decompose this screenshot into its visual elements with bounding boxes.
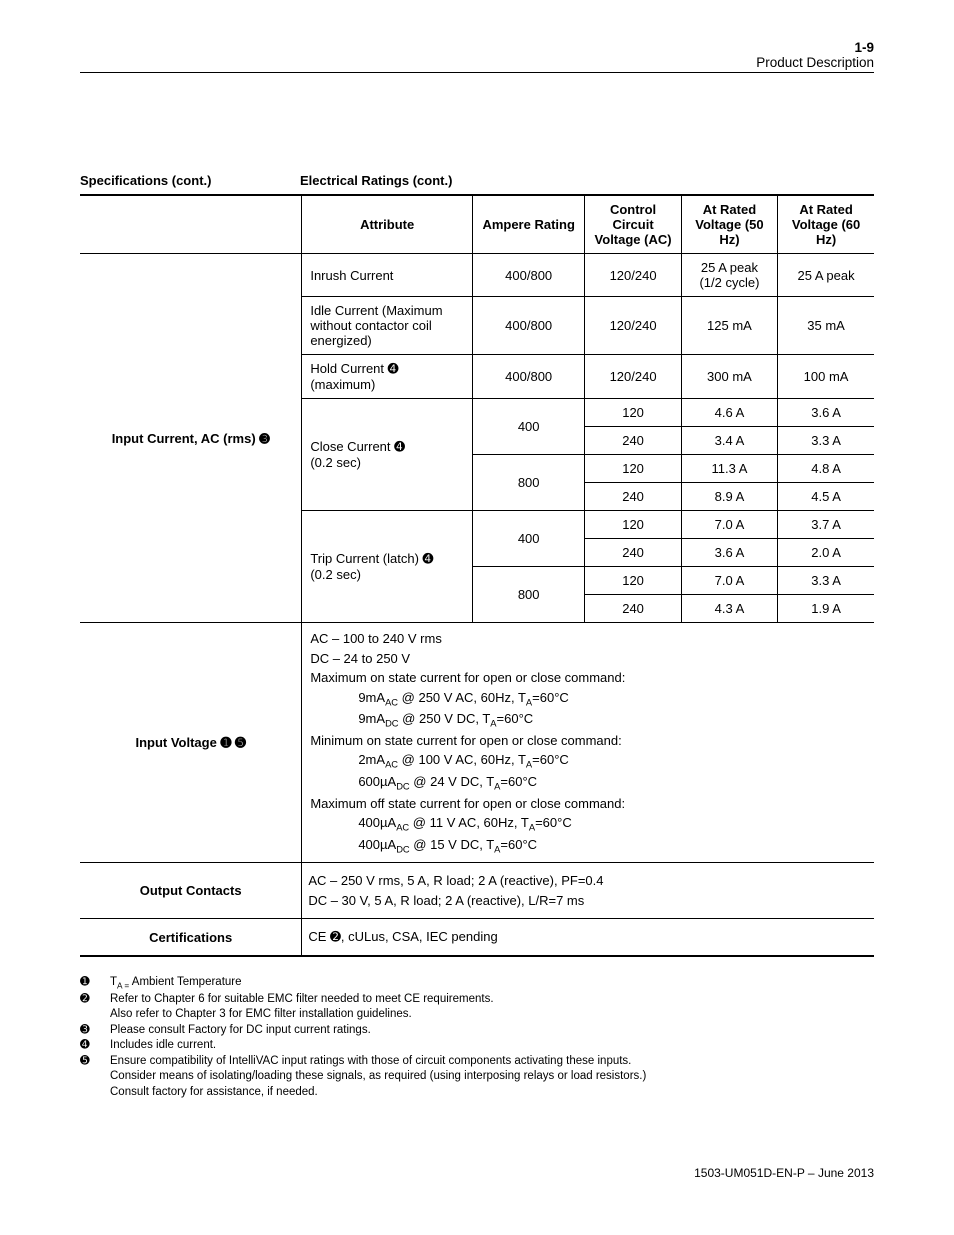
cell: 3.3 A: [778, 567, 874, 595]
cell: 4.6 A: [681, 399, 777, 427]
group-certifications: Certifications: [80, 919, 302, 957]
spec-table: Attribute Ampere Rating Control Circuit …: [80, 194, 874, 957]
row-idle-attr: Idle Current (Maximum without contactor …: [302, 297, 473, 355]
cell: 120: [585, 399, 681, 427]
cell: 3.7 A: [778, 511, 874, 539]
cell: 7.0 A: [681, 567, 777, 595]
cell: 3.3 A: [778, 427, 874, 455]
cell: 100 mA: [778, 355, 874, 399]
cell: 400/800: [472, 254, 584, 297]
left-title: Specifications (cont.): [80, 173, 300, 188]
cell: 400/800: [472, 355, 584, 399]
cell: 300 mA: [681, 355, 777, 399]
cell: 120/240: [585, 355, 681, 399]
cell: 800: [472, 455, 584, 511]
group-input-current-ac: Input Current, AC (rms) ➌: [80, 254, 302, 623]
row-hold-attr: Hold Current ➍ (maximum): [302, 355, 473, 399]
cell: 25 A peak (1/2 cycle): [681, 254, 777, 297]
output-contacts-block: AC – 250 V rms, 5 A, R load; 2 A (reacti…: [302, 863, 874, 919]
hdr-blank: [80, 195, 302, 254]
hdr-at50: At Rated Voltage (50 Hz): [681, 195, 777, 254]
cell: 3.4 A: [681, 427, 777, 455]
cell: 2.0 A: [778, 539, 874, 567]
cell: 4.3 A: [681, 595, 777, 623]
page-number: 1-9: [854, 40, 874, 55]
row-trip-attr: Trip Current (latch) ➍(0.2 sec): [302, 511, 473, 623]
header-section-title: Product Description: [80, 55, 874, 73]
hdr-at60: At Rated Voltage (60 Hz): [778, 195, 874, 254]
cell: 3.6 A: [681, 539, 777, 567]
cell: 4.5 A: [778, 483, 874, 511]
cell: 400: [472, 399, 584, 455]
cell: 1.9 A: [778, 595, 874, 623]
cell: 120: [585, 567, 681, 595]
certs-block: CE ➋, cULus, CSA, IEC pending: [302, 919, 874, 957]
group-input-voltage: Input Voltage ➊ ➎: [80, 623, 302, 863]
cell: 120: [585, 511, 681, 539]
cell: 11.3 A: [681, 455, 777, 483]
cell: 120: [585, 455, 681, 483]
table-caption: Electrical Ratings (cont.): [300, 173, 874, 188]
cell: 400/800: [472, 297, 584, 355]
row-close-attr: Close Current ➍(0.2 sec): [302, 399, 473, 511]
hdr-attribute: Attribute: [302, 195, 473, 254]
footnotes: ➊TA = Ambient Temperature ➋Refer to Chap…: [80, 975, 874, 1100]
cell: 120/240: [585, 297, 681, 355]
cell: 240: [585, 427, 681, 455]
cell: 125 mA: [681, 297, 777, 355]
cell: 7.0 A: [681, 511, 777, 539]
group-output-contacts: Output Contacts: [80, 863, 302, 919]
cell: 35 mA: [778, 297, 874, 355]
row-inrush-attr: Inrush Current: [302, 254, 473, 297]
input-voltage-block: AC – 100 to 240 V rms DC – 24 to 250 V M…: [302, 623, 874, 863]
cell: 800: [472, 567, 584, 623]
cell: 3.6 A: [778, 399, 874, 427]
cell: 240: [585, 539, 681, 567]
cell: 8.9 A: [681, 483, 777, 511]
cell: 25 A peak: [778, 254, 874, 297]
cell: 120/240: [585, 254, 681, 297]
cell: 240: [585, 595, 681, 623]
hdr-ampere: Ampere Rating: [472, 195, 584, 254]
footer: 1503-UM051D-EN-P – June 2013: [694, 1166, 874, 1180]
cell: 240: [585, 483, 681, 511]
cell: 400: [472, 511, 584, 567]
hdr-control: Control Circuit Voltage (AC): [585, 195, 681, 254]
cell: 4.8 A: [778, 455, 874, 483]
